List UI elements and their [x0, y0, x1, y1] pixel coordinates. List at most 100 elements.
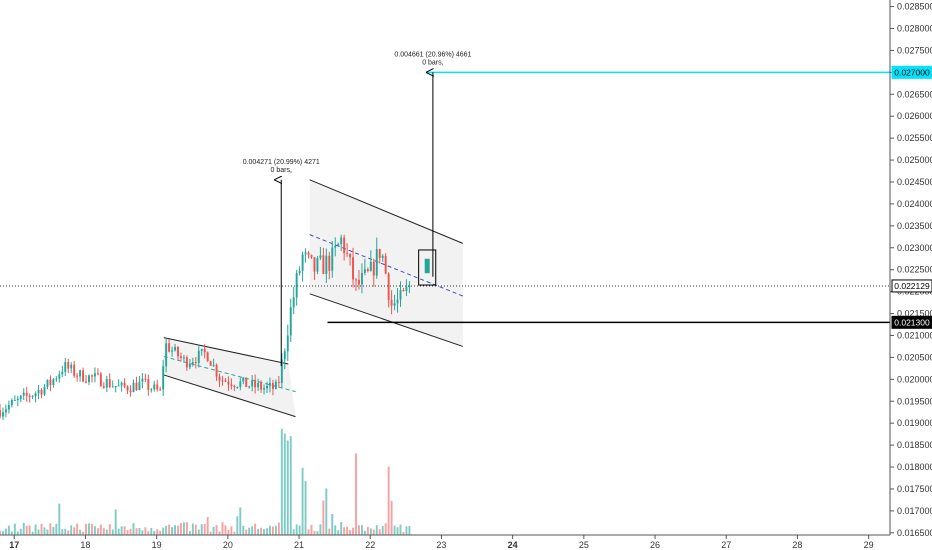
descending-channel-lower: [309, 293, 463, 347]
candle-body: [337, 243, 340, 246]
price-badge-last-label: 0.022129: [894, 281, 930, 291]
measure-channel-bars: 0 bars,: [422, 59, 443, 66]
volume-bar: [58, 503, 61, 535]
candle-body: [263, 388, 265, 390]
volume-bar: [360, 525, 363, 535]
volume-bar: [337, 530, 340, 535]
candle-body: [390, 299, 393, 306]
volume-bar: [301, 467, 304, 535]
volume-bar: [260, 527, 263, 535]
y-tick-label: 0.020500: [897, 352, 932, 362]
flag-channel-lower: [163, 374, 296, 418]
volume-bar: [40, 523, 43, 535]
y-tick-label: 0.020000: [897, 374, 932, 384]
volume-bar: [114, 509, 117, 535]
candle-body: [405, 287, 408, 291]
volume-bar: [22, 522, 25, 535]
volume-bar: [355, 453, 357, 535]
x-tick-label: 28: [792, 540, 802, 550]
candle-body: [295, 273, 298, 298]
volume-bar: [310, 524, 313, 535]
volume-bar: [286, 440, 289, 535]
candle-body: [221, 380, 224, 382]
volume-bar: [304, 481, 307, 535]
candle-body: [399, 289, 402, 300]
candle-body: [180, 356, 182, 358]
candle-body: [141, 378, 144, 382]
x-tick-label: 27: [721, 540, 731, 550]
candle-body: [171, 350, 174, 352]
volume-bar: [37, 529, 40, 535]
candle-body: [378, 249, 381, 258]
candle-body: [58, 374, 61, 379]
candle-body: [182, 357, 185, 359]
candle-body: [301, 254, 304, 271]
volume-bar: [85, 523, 87, 535]
volume-bar: [108, 524, 111, 535]
candle-body: [126, 386, 129, 391]
volume-bar: [91, 523, 93, 535]
measure-flag-value: 0.004271 (20.99%) 4271: [243, 159, 320, 166]
y-tick-label: 0.024500: [897, 177, 932, 187]
candle-body: [177, 347, 179, 357]
volume-bar: [399, 524, 402, 535]
volume-bar: [197, 529, 200, 535]
volume-bar: [230, 526, 233, 535]
volume-bar: [4, 528, 7, 535]
candle-body: [242, 377, 245, 382]
candle-body: [96, 373, 99, 375]
volume-bar: [257, 528, 260, 535]
time-axis[interactable]: 17 18 19 20 21 22 23 24 25 26 27 28 29: [9, 535, 874, 550]
volume-bar: [206, 516, 209, 535]
candle-body: [105, 379, 108, 388]
volume-bar: [99, 524, 102, 535]
volume-bar: [387, 466, 390, 535]
y-tick-label: 0.018500: [897, 440, 932, 450]
candle-body: [316, 258, 319, 272]
volume-bar: [384, 523, 387, 535]
volume-bar: [343, 527, 346, 535]
volume-bar: [283, 433, 286, 535]
candle-body: [37, 389, 40, 394]
volume-bar: [271, 526, 274, 535]
volume-bar: [79, 529, 82, 535]
x-tick-label: 23: [436, 540, 446, 550]
volume-bar: [180, 523, 182, 535]
candle-body: [197, 350, 200, 363]
candle-body: [239, 381, 242, 388]
volume-bar: [46, 529, 49, 535]
candle-body: [236, 387, 239, 389]
y-tick-label: 0.019000: [897, 418, 932, 428]
candle-body: [274, 381, 277, 389]
volume-bars: [0, 428, 411, 535]
volume-bar: [322, 500, 325, 535]
volume-bar: [123, 526, 126, 535]
y-tick-label: 0.021500: [897, 309, 932, 319]
y-tick-label: 0.023000: [897, 243, 932, 253]
volume-bar: [129, 528, 132, 535]
candle-body: [132, 382, 135, 393]
price-axis[interactable]: 0.028500 0.028000 0.027500 0.027000 0.026500…: [890, 2, 932, 538]
candle-body: [156, 384, 159, 390]
y-tick-label: 0.018000: [897, 462, 932, 472]
volume-bar: [280, 428, 283, 535]
volume-bar: [34, 524, 37, 535]
candle-body: [325, 255, 328, 274]
volume-bar: [224, 525, 227, 535]
volume-bar: [215, 525, 218, 535]
volume-bar: [28, 525, 31, 535]
y-tick-label: 0.023500: [897, 221, 932, 231]
candle-body: [13, 399, 16, 401]
volume-bar: [372, 529, 375, 535]
volume-bar: [174, 525, 176, 535]
volume-bar: [111, 529, 114, 535]
candle-body: [271, 383, 274, 389]
volume-bar: [141, 530, 144, 535]
candle-body: [117, 385, 120, 387]
volume-bar: [316, 531, 319, 535]
candle-body: [123, 382, 126, 387]
volume-bar: [277, 522, 280, 535]
price-lines: [0, 71, 890, 324]
price-badge-target-box: [891, 65, 932, 79]
